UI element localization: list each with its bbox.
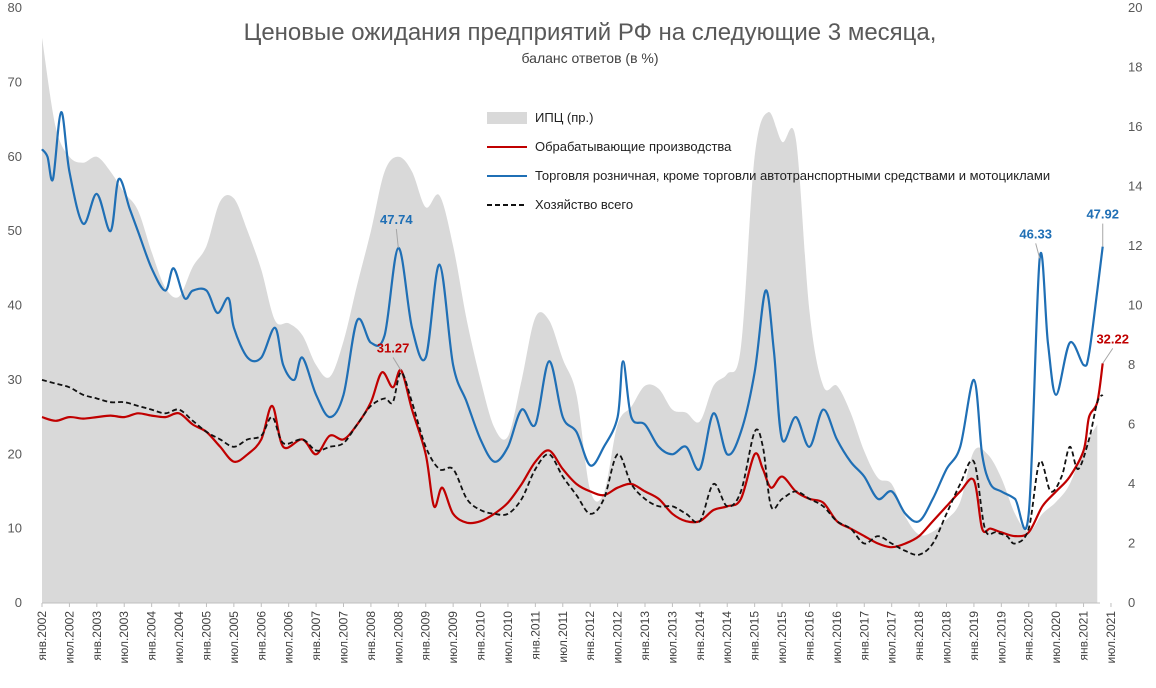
x-axis-tick-label: июл.2017 xyxy=(885,611,899,664)
legend-label: ИПЦ (пр.) xyxy=(535,110,593,125)
left-axis-tick-label: 50 xyxy=(8,223,22,238)
x-axis-tick-label: янв.2020 xyxy=(1022,611,1036,661)
left-axis-tick-label: 40 xyxy=(8,298,22,313)
series-line-retail xyxy=(41,110,1104,531)
annotation-label: 32.22 xyxy=(1096,331,1129,346)
right-y-axis: 0 2 4 6 8 10 12 14 16 18 20 xyxy=(1128,0,1142,610)
x-axis-tick-label: янв.2009 xyxy=(419,611,433,661)
chart-title: Ценовые ожидания предприятий РФ на следу… xyxy=(244,19,937,46)
legend-label: Обрабатывающие производства xyxy=(535,139,732,154)
x-axis-tick-label: янв.2018 xyxy=(912,611,926,661)
chart-subtitle: баланс ответов (в %) xyxy=(521,50,658,66)
right-axis-tick-label: 2 xyxy=(1128,536,1135,551)
right-axis-tick-label: 6 xyxy=(1128,417,1135,432)
x-axis-tick-label: июл.2016 xyxy=(830,611,844,664)
annotations: 47.74 31.27 46.33 47.92 32.22 xyxy=(377,207,1129,371)
x-axis-tick-label: янв.2013 xyxy=(638,611,652,661)
left-axis-tick-label: 70 xyxy=(8,74,22,89)
x-axis-tick-label: янв.2019 xyxy=(967,611,981,661)
x-axis-tick-label: июл.2002 xyxy=(62,611,76,664)
x-axis-tick-label: июл.2020 xyxy=(1049,611,1063,664)
legend-swatch-cpi xyxy=(487,112,527,124)
x-axis-tick-label: янв.2006 xyxy=(254,611,268,661)
annotation-label: 46.33 xyxy=(1019,226,1052,241)
left-y-axis: 0 10 20 30 40 50 60 70 80 xyxy=(8,0,22,610)
x-axis-tick-label: янв.2002 xyxy=(35,611,49,661)
series-line-manufacturing xyxy=(41,363,1104,549)
x-axis-tick-label: янв.2010 xyxy=(474,611,488,661)
right-axis-tick-label: 14 xyxy=(1128,179,1142,194)
annotation-leader xyxy=(1035,243,1041,259)
x-axis-tick-label: янв.2021 xyxy=(1077,611,1091,661)
x-axis-tick-label: июл.2006 xyxy=(282,611,296,664)
x-axis-tick-label: янв.2007 xyxy=(309,611,323,661)
right-axis-tick-label: 12 xyxy=(1128,238,1142,253)
left-axis-tick-label: 30 xyxy=(8,372,22,387)
left-axis-tick-label: 80 xyxy=(8,0,22,15)
x-axis-tick-label: янв.2005 xyxy=(200,611,214,661)
x-axis-tick-label: янв.2008 xyxy=(364,611,378,661)
x-axis-tick-label: янв.2017 xyxy=(857,611,871,661)
right-axis-tick-label: 8 xyxy=(1128,357,1135,372)
annotation-leader xyxy=(1102,348,1114,364)
right-axis-tick-label: 0 xyxy=(1128,595,1135,610)
lines-layer xyxy=(41,110,1104,556)
x-axis-tick-label: июл.2012 xyxy=(611,611,625,664)
x-axis-tick-label: июл.2011 xyxy=(556,611,570,663)
legend: ИПЦ (пр.) Обрабатывающие производства Торг… xyxy=(487,110,1050,212)
right-axis-tick-label: 20 xyxy=(1128,0,1142,15)
right-axis-tick-label: 4 xyxy=(1128,476,1135,491)
x-axis-tick-label: июл.2007 xyxy=(337,611,351,664)
annotation-label: 31.27 xyxy=(377,340,410,355)
x-axis-tick-label: янв.2003 xyxy=(90,611,104,661)
x-axis-tick-label: янв.2015 xyxy=(748,611,762,661)
x-axis-tick-label: июл.2018 xyxy=(940,611,954,664)
left-axis-tick-label: 10 xyxy=(8,521,22,536)
right-axis-tick-label: 10 xyxy=(1128,298,1142,313)
x-axis-tick-label: июл.2013 xyxy=(665,611,679,664)
annotation-leader xyxy=(392,357,402,371)
cpi-area-layer xyxy=(42,37,1098,604)
x-axis-tick-label: июл.2014 xyxy=(720,611,734,664)
x-axis-tick-label: июл.2021 xyxy=(1104,611,1118,664)
x-axis: янв.2002 июл.2002 янв.2003 июл.2003 янв.2004… xyxy=(35,602,1118,664)
legend-label: Торговля розничная, кроме торговли автот… xyxy=(535,168,1050,183)
x-axis-tick-label: янв.2004 xyxy=(145,611,159,661)
x-axis-tick-label: июл.2009 xyxy=(446,611,460,664)
x-axis-tick-label: июл.2008 xyxy=(391,611,405,664)
x-axis-tick-label: июл.2010 xyxy=(501,611,515,664)
series-area-cpi xyxy=(42,37,1098,604)
x-axis-tick-label: июл.2004 xyxy=(172,611,186,664)
x-axis-tick-label: июл.2019 xyxy=(994,611,1008,664)
series-line-economy-total xyxy=(41,371,1104,556)
legend-label: Хозяйство всего xyxy=(535,197,633,212)
annotation-leader xyxy=(395,228,399,248)
left-axis-tick-label: 60 xyxy=(8,149,22,164)
annotation-label: 47.74 xyxy=(380,212,413,227)
left-axis-tick-label: 0 xyxy=(15,595,22,610)
x-axis-tick-label: янв.2011 xyxy=(528,611,542,660)
right-axis-tick-label: 16 xyxy=(1128,119,1142,134)
x-axis-tick-label: июл.2003 xyxy=(117,611,131,664)
left-axis-tick-label: 20 xyxy=(8,446,22,461)
x-axis-tick-label: янв.2014 xyxy=(693,611,707,661)
x-axis-tick-label: янв.2016 xyxy=(803,611,817,661)
right-axis-tick-label: 18 xyxy=(1128,60,1142,75)
x-axis-tick-label: июл.2015 xyxy=(775,611,789,664)
x-axis-tick-label: янв.2012 xyxy=(583,611,597,661)
annotation-label: 47.92 xyxy=(1086,207,1119,222)
x-axis-tick-label: июл.2005 xyxy=(227,611,241,664)
